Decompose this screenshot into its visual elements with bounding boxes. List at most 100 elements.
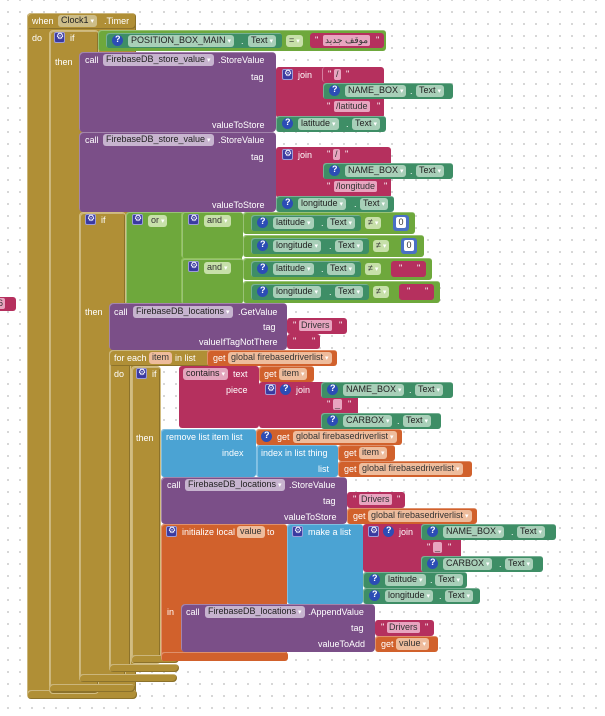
- compare-longitude-not-empty[interactable]: longitude . Text ≠ " ": [243, 281, 440, 303]
- local-variable-name[interactable]: value: [237, 526, 265, 538]
- clock-component-dropdown[interactable]: Clock1: [58, 15, 97, 27]
- compare-latitude-not-empty[interactable]: latitude . Text ≠ " ": [243, 258, 432, 280]
- mutator-gear-icon[interactable]: [265, 383, 276, 395]
- item-variable-dropdown[interactable]: item: [359, 447, 388, 459]
- global-list-dropdown[interactable]: global firebasedriverlist: [293, 431, 397, 443]
- mutator-gear-icon[interactable]: [166, 525, 177, 537]
- equals-operator-dropdown[interactable]: =: [286, 35, 303, 47]
- help-icon[interactable]: [327, 383, 338, 395]
- help-icon[interactable]: [112, 34, 123, 46]
- underscore-text-value[interactable]: _: [433, 542, 443, 553]
- help-icon[interactable]: [329, 84, 340, 96]
- text-property-dropdown[interactable]: Text: [416, 165, 444, 177]
- db-locations-component-dropdown[interactable]: FirebaseDB_locations: [185, 479, 285, 491]
- text-property-dropdown[interactable]: Text: [445, 590, 473, 602]
- text-property-dropdown[interactable]: Text: [327, 217, 355, 229]
- text-property-dropdown[interactable]: Text: [435, 574, 463, 586]
- name-box-text-getter[interactable]: NAME_BOX . Text: [321, 382, 453, 398]
- store-value-latitude-call[interactable]: call FirebaseDB_store_value .StoreValue …: [79, 52, 276, 132]
- remove-list-item-block[interactable]: remove list item list index: [161, 429, 256, 477]
- carbox-text-getter[interactable]: CARBOX . Text: [421, 556, 543, 572]
- empty-text-block[interactable]: " ": [399, 284, 434, 300]
- slash-text-block[interactable]: " / ": [322, 67, 352, 82]
- name-box-dropdown[interactable]: NAME_BOX: [443, 526, 505, 538]
- latitude-text-getter[interactable]: latitude . Text: [251, 215, 361, 231]
- help-icon[interactable]: [427, 557, 438, 569]
- store-value-drivers-call[interactable]: call FirebaseDB_locations .StoreValue ta…: [161, 477, 347, 524]
- help-icon[interactable]: [257, 216, 268, 228]
- get-item-block[interactable]: get item: [259, 366, 314, 382]
- help-icon[interactable]: [282, 117, 293, 129]
- compare-equals-block[interactable]: POSITION_BOX_MAIN . Text = " موقف جديد ": [98, 30, 386, 51]
- name-box-text-getter[interactable]: NAME_BOX . Text: [323, 163, 453, 179]
- make-a-list-block[interactable]: make a list: [287, 524, 363, 604]
- longitude-dropdown[interactable]: longitude: [273, 240, 322, 252]
- slash-text-value[interactable]: /: [334, 69, 341, 80]
- text-property-dropdown[interactable]: Text: [335, 240, 363, 252]
- not-equal-operator-dropdown[interactable]: ≠: [373, 240, 390, 252]
- text-property-dropdown[interactable]: Text: [327, 263, 355, 275]
- latitude-text-getter[interactable]: latitude . Text: [251, 261, 361, 277]
- longitude-dropdown[interactable]: longitude: [273, 286, 322, 298]
- db-locations-component-dropdown[interactable]: FirebaseDB_locations: [205, 606, 305, 618]
- get-item-block[interactable]: get item: [338, 445, 395, 461]
- item-variable-dropdown[interactable]: item: [279, 368, 308, 380]
- mutator-gear-icon[interactable]: [136, 367, 147, 379]
- latitude-text-getter[interactable]: latitude . Text: [276, 116, 386, 132]
- get-global-list-block[interactable]: get global firebasedriverlist: [207, 350, 337, 366]
- not-equal-operator-dropdown[interactable]: ≠: [373, 286, 390, 298]
- position-box-text-getter[interactable]: POSITION_BOX_MAIN . Text: [106, 33, 282, 48]
- latitude-dropdown[interactable]: latitude: [298, 118, 339, 130]
- mutator-gear-icon[interactable]: [54, 31, 65, 43]
- mutator-gear-icon[interactable]: [282, 68, 293, 80]
- get-global-list-block[interactable]: get global firebasedriverlist: [338, 461, 472, 477]
- help-icon[interactable]: [369, 573, 380, 585]
- latitude-dropdown[interactable]: latitude: [273, 217, 314, 229]
- longitude-text-getter[interactable]: longitude . Text: [251, 238, 369, 254]
- db-locations-component-dropdown[interactable]: FirebaseDB_locations: [133, 306, 233, 318]
- drivers-text-block[interactable]: " Drivers ": [375, 620, 434, 636]
- slash-longitude-text-block[interactable]: " /longitude ": [322, 179, 391, 195]
- latitude-dropdown[interactable]: latitude: [273, 263, 314, 275]
- or-operator-dropdown[interactable]: or: [148, 215, 168, 227]
- compare-latitude-not-zero[interactable]: latitude . Text ≠ 0: [243, 212, 415, 234]
- global-list-dropdown[interactable]: global firebasedriverlist: [368, 510, 472, 522]
- if-contains-block[interactable]: [131, 366, 161, 664]
- arabic-text-block[interactable]: " موقف جديد ": [310, 33, 384, 48]
- help-icon[interactable]: [257, 262, 268, 274]
- help-icon[interactable]: [282, 197, 293, 209]
- append-value-call[interactable]: call FirebaseDB_locations .AppendValue t…: [181, 604, 375, 652]
- name-box-dropdown[interactable]: NAME_BOX: [343, 384, 405, 396]
- text-property-dropdown[interactable]: Text: [352, 118, 380, 130]
- mutator-gear-icon[interactable]: [85, 213, 96, 225]
- slash-latitude-text-block[interactable]: " /latitude ": [322, 99, 384, 115]
- text-property-dropdown[interactable]: Text: [505, 558, 533, 570]
- value-variable-dropdown[interactable]: value: [396, 638, 429, 650]
- longitude-dropdown[interactable]: longitude: [385, 590, 434, 602]
- number-zero-value[interactable]: 0: [404, 240, 414, 251]
- empty-text-block[interactable]: " ": [287, 334, 320, 349]
- text-property-dropdown[interactable]: Text: [416, 85, 444, 97]
- mutator-gear-icon[interactable]: [188, 260, 199, 272]
- name-box-text-getter[interactable]: NAME_BOX . Text: [421, 524, 556, 540]
- and-block-zero-check[interactable]: and: [181, 212, 243, 258]
- for-each-loop-block[interactable]: [109, 350, 131, 672]
- longitude-text-getter[interactable]: longitude . Text: [276, 196, 394, 212]
- get-value-variable-block[interactable]: get value: [375, 636, 438, 652]
- arabic-text-value[interactable]: موقف جديد: [323, 35, 371, 46]
- position-box-dropdown[interactable]: POSITION_BOX_MAIN: [128, 35, 234, 47]
- db-store-component-dropdown[interactable]: FirebaseDB_store_value: [103, 54, 214, 66]
- name-box-dropdown[interactable]: NAME_BOX: [345, 85, 407, 97]
- mutator-gear-icon[interactable]: [188, 213, 199, 225]
- drivers-text-block[interactable]: " Drivers ": [287, 318, 347, 334]
- text-property-dropdown[interactable]: Text: [403, 415, 431, 427]
- global-list-dropdown[interactable]: global firebasedriverlist: [228, 352, 332, 364]
- global-list-dropdown[interactable]: global firebasedriverlist: [359, 463, 463, 475]
- text-property-dropdown[interactable]: Text: [335, 286, 363, 298]
- mutator-gear-icon[interactable]: [368, 525, 379, 537]
- drivers-text-block[interactable]: " Drivers ": [347, 492, 405, 508]
- empty-text-block[interactable]: " ": [391, 261, 426, 277]
- slash-text-value[interactable]: /: [333, 149, 340, 160]
- number-zero-block[interactable]: 0: [401, 238, 417, 254]
- help-icon[interactable]: [257, 239, 268, 251]
